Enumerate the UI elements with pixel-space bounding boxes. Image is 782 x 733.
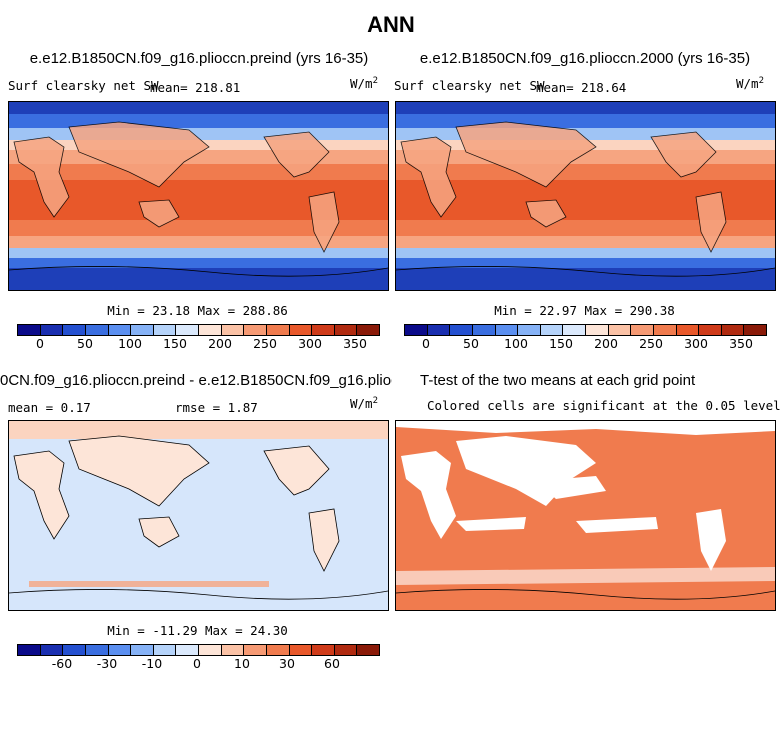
panel1-tick: 0 [36, 336, 44, 351]
panel1-tick: 150 [163, 336, 187, 351]
panel2-tick: 350 [729, 336, 753, 351]
panel1-tick: 50 [77, 336, 93, 351]
panel2-tick: 100 [504, 336, 528, 351]
panel2-variable-label: Surf clearsky net SW [394, 78, 545, 93]
panel2-tick: 300 [684, 336, 708, 351]
panel2-tick: 250 [639, 336, 663, 351]
panel1-tick: 250 [253, 336, 277, 351]
panel1-tick: 100 [118, 336, 142, 351]
panel2-colorbar [404, 324, 767, 336]
page-title: ANN [367, 12, 415, 37]
panel3-tick: -10 [141, 656, 163, 671]
panel4-title: T-test of the two means at each grid poi… [420, 372, 696, 389]
panel2-tick: 200 [594, 336, 618, 351]
panel2-tick: 50 [463, 336, 479, 351]
panel3-minmax: Min = -11.29 Max = 24.30 [107, 623, 288, 638]
panel2-map [395, 101, 776, 291]
panel1-tick: 350 [343, 336, 367, 351]
panel1-mean: mean= 218.81 [150, 80, 241, 95]
panel2-mean: mean= 218.64 [536, 80, 627, 95]
panel3-tick: 60 [324, 656, 340, 671]
panel2-units: W/m2 [736, 76, 764, 92]
panel2-minmax: Min = 22.97 Max = 290.38 [494, 303, 675, 318]
panel3-colorbar [17, 644, 380, 656]
panel3-tick: 10 [234, 656, 250, 671]
panel4-subtitle: Colored cells are significant at the 0.0… [427, 398, 781, 413]
panel4-map [395, 420, 776, 611]
panel2-tick: 0 [422, 336, 430, 351]
panel1-title: e.e12.B1850CN.f09_g16.plioccn.preind (yr… [29, 50, 369, 67]
panel3-rmse: rmse = 1.87 [175, 400, 258, 415]
panel3-map [8, 420, 389, 611]
panel3-units: W/m2 [350, 396, 378, 412]
panel2-tick: 150 [549, 336, 573, 351]
panel3-tick: -30 [96, 656, 118, 671]
panel3-tick: -60 [51, 656, 73, 671]
panel3-mean: mean = 0.17 [8, 400, 91, 415]
panel1-minmax: Min = 23.18 Max = 288.86 [107, 303, 288, 318]
panel3-tick: 30 [279, 656, 295, 671]
panel2-title: e.e12.B1850CN.f09_g16.plioccn.2000 (yrs … [419, 50, 751, 67]
panel1-tick: 200 [208, 336, 232, 351]
panel3-tick: 0 [193, 656, 201, 671]
panel3-title: 0CN.f09_g16.plioccn.preind - e.e12.B1850… [0, 372, 392, 389]
panel1-units: W/m2 [350, 76, 378, 92]
panel1-colorbar [17, 324, 380, 336]
panel1-tick: 300 [298, 336, 322, 351]
panel1-variable-label: Surf clearsky net SW [8, 78, 159, 93]
panel1-map [8, 101, 389, 291]
